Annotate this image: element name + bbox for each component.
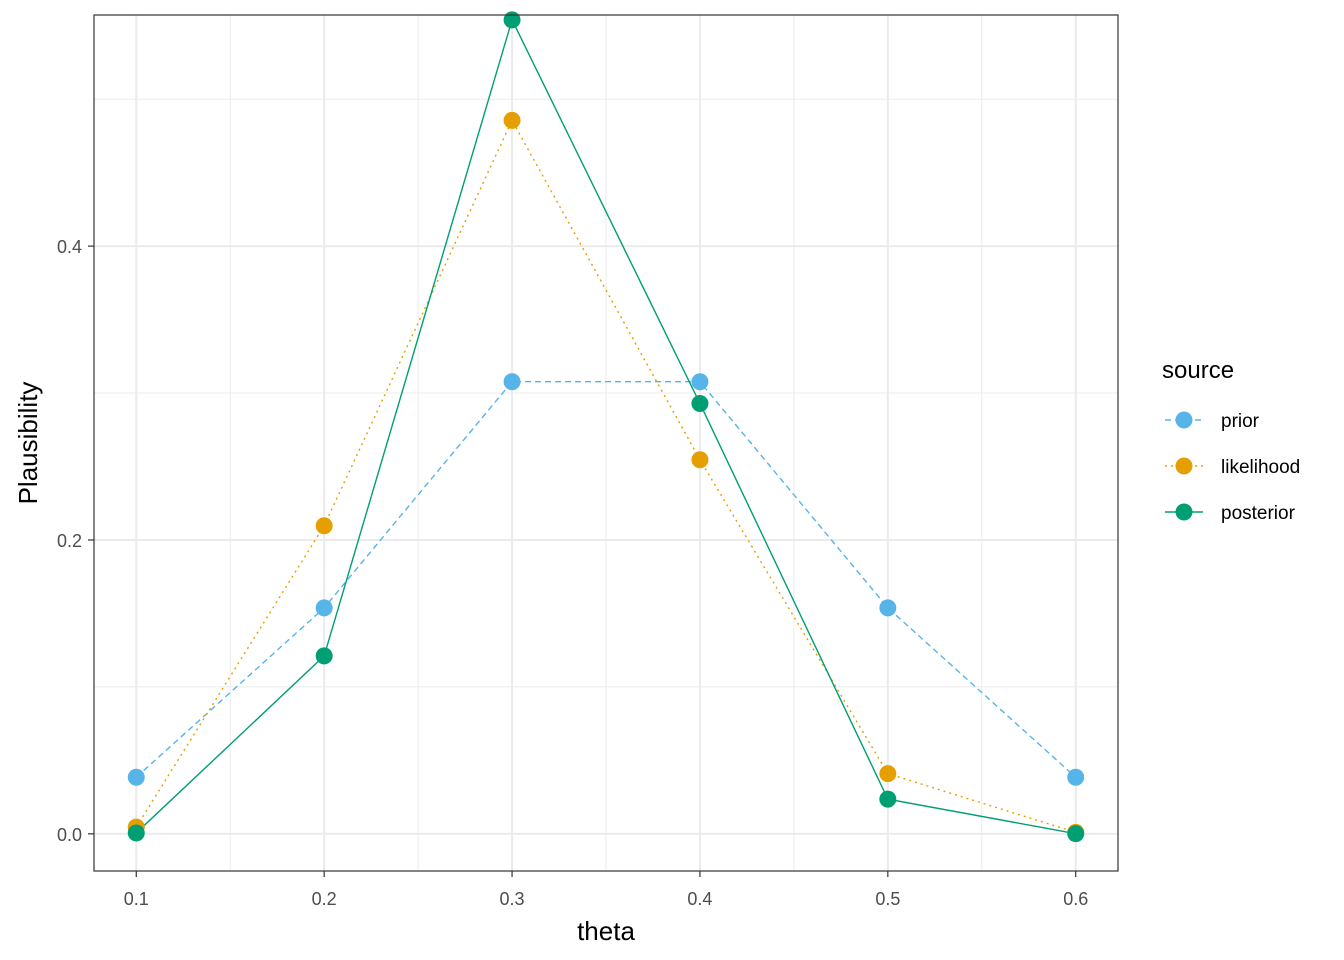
y-tick-label: 0.4 (57, 237, 82, 257)
legend-title: source (1162, 357, 1234, 384)
series-line-prior (135, 381, 1077, 778)
point-prior (315, 599, 333, 617)
x-tick-label: 0.5 (875, 889, 900, 909)
legend-label-likelihood: likelihood (1221, 457, 1300, 478)
x-tick-label: 0.2 (312, 889, 337, 909)
legend-label-posterior: posterior (1221, 503, 1296, 524)
series-lines (135, 17, 1077, 835)
legend: source prior likelihood posterior (1162, 357, 1300, 524)
y-tick-label: 0.0 (57, 825, 82, 845)
point-posterior (879, 790, 897, 808)
point-likelihood (691, 451, 709, 469)
x-axis: 0.1 0.2 0.3 0.4 0.5 0.6 (124, 871, 1088, 909)
legend-key-posterior (1165, 503, 1203, 521)
legend-key-point (1175, 503, 1193, 521)
minor-grid (94, 15, 1118, 871)
legend-key-likelihood (1165, 457, 1203, 475)
series-line-likelihood (135, 118, 1076, 834)
point-posterior (315, 647, 333, 665)
point-prior (691, 373, 709, 391)
point-likelihood (503, 111, 521, 129)
point-posterior (503, 11, 521, 29)
x-tick-label: 0.3 (500, 889, 525, 909)
x-tick-label: 0.1 (124, 889, 149, 909)
x-axis-title: theta (577, 916, 635, 946)
series-points (127, 11, 1085, 843)
legend-key-point (1175, 457, 1193, 475)
point-likelihood (879, 765, 897, 783)
x-tick-label: 0.4 (687, 889, 712, 909)
point-prior (879, 599, 897, 617)
point-prior (1067, 768, 1085, 786)
plot-border (93, 14, 1119, 872)
x-tick-label: 0.6 (1063, 889, 1088, 909)
y-tick-label: 0.2 (57, 531, 82, 551)
series-line-posterior (135, 17, 1076, 835)
point-posterior (1067, 825, 1085, 843)
point-prior (127, 768, 145, 786)
point-posterior (127, 824, 145, 842)
major-grid (94, 15, 1118, 871)
point-likelihood (315, 517, 333, 535)
point-prior (503, 373, 521, 391)
legend-key-prior (1165, 411, 1203, 429)
legend-key-point (1175, 411, 1193, 429)
legend-label-prior: prior (1221, 411, 1260, 432)
point-posterior (691, 394, 709, 412)
y-axis: 0.0 0.2 0.4 (57, 237, 94, 845)
y-axis-title: Plausibility (13, 382, 43, 505)
